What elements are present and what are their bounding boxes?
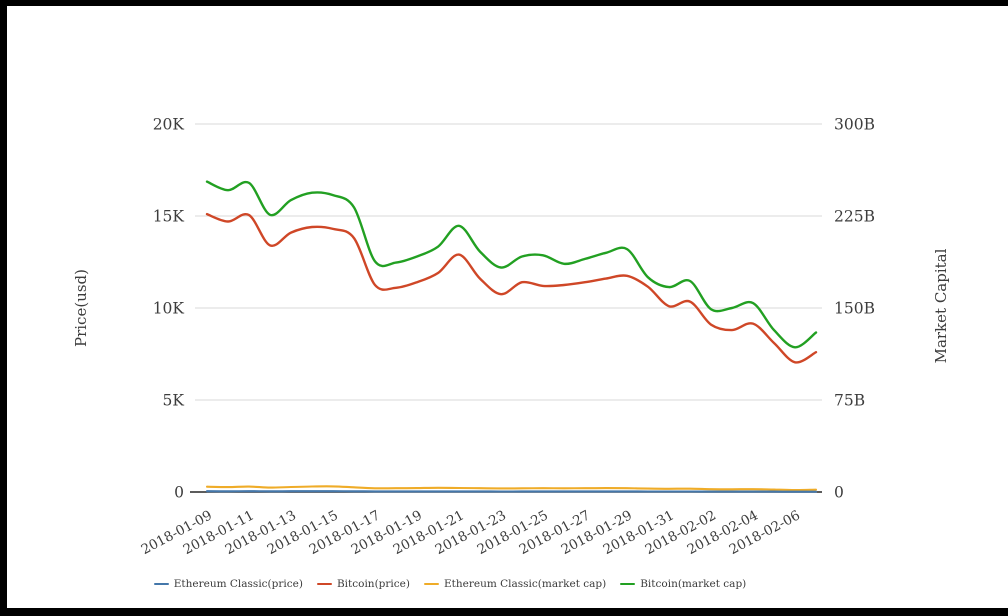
y-right-tick-label: 150B (834, 300, 875, 318)
y-left-tick-label: 15K (153, 208, 185, 226)
y-left-tick-label: 10K (153, 300, 185, 318)
legend-label: Ethereum Classic(price) (173, 578, 303, 590)
y-left-axis-title: Price(usd) (72, 268, 90, 348)
legend-label: Ethereum Classic(market cap) (443, 578, 607, 590)
chart-legend: Ethereum Classic(price) Bitcoin(price) Eth… (7, 574, 900, 594)
y-right-axis-title: Market Capital (932, 248, 950, 364)
y-right-tick-label: 75B (834, 392, 865, 410)
series-line-bitcoin-price (205, 212, 818, 364)
y-left-tick-label: 0 (174, 484, 184, 502)
y-right-tick-label: 225B (834, 208, 875, 226)
legend-line-swatch-icon (316, 582, 332, 586)
legend-item-bitcoin-market-cap[interactable]: Bitcoin(market cap) (620, 578, 746, 590)
y-right-tick-label: 300B (834, 116, 875, 134)
legend-item-bitcoin-price[interactable]: Bitcoin(price) (316, 578, 410, 590)
series-line-ethereum-classic-price (205, 490, 818, 493)
series-line-ethereum-classic-market-cap (205, 485, 818, 492)
legend-item-ethereum-classic-market-cap[interactable]: Ethereum Classic(market cap) (423, 578, 607, 590)
legend-line-swatch-icon (620, 582, 636, 586)
legend-item-ethereum-classic-price[interactable]: Ethereum Classic(price) (153, 578, 303, 590)
legend-line-swatch-icon (153, 582, 169, 586)
y-right-tick-label: 0 (834, 484, 844, 502)
legend-label: Bitcoin(market cap) (640, 578, 747, 590)
legend-line-swatch-icon (423, 582, 439, 586)
legend-label: Bitcoin(price) (336, 578, 410, 590)
y-left-tick-label: 20K (153, 116, 185, 134)
series-line-bitcoin-market-cap (205, 180, 818, 349)
y-left-tick-label: 5K (163, 392, 185, 410)
